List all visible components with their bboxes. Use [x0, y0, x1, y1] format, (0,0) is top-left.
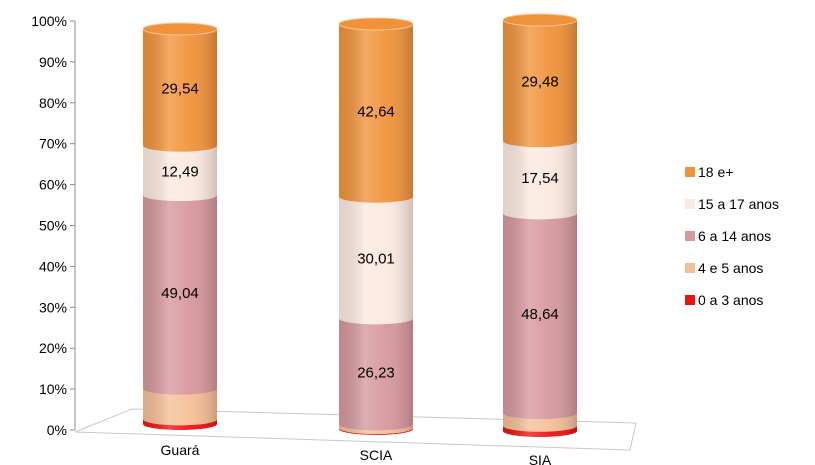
data-label-sia-6-a-14-anos: 48,64 — [521, 306, 559, 323]
data-label-guara-18-e-plus: 29,54 — [161, 80, 199, 97]
legend-label: 6 a 14 anos — [698, 228, 771, 244]
data-label-scia-18-e-plus: 42,64 — [357, 103, 395, 120]
y-tick-label: 20% — [39, 340, 67, 356]
bar-segment-shading — [503, 141, 577, 220]
legend-swatch — [685, 167, 695, 177]
bar-cap-scia — [338, 17, 414, 31]
y-tick-label: 50% — [39, 218, 67, 234]
bar-cap-sia — [502, 13, 578, 27]
bar-segment-shading — [143, 388, 217, 426]
data-label-sia-15-a-17-anos: 17,54 — [521, 170, 559, 187]
legend-label: 0 a 3 anos — [698, 292, 763, 308]
legend-item-18-e-plus: 18 e+ — [685, 164, 733, 180]
bar-segment-shading — [143, 29, 217, 152]
y-tick-label: 70% — [39, 136, 67, 152]
legend: 18 e+ 15 a 17 anos 6 a 14 anos 4 e 5 anos 0 … — [685, 164, 779, 308]
y-tick-label: 60% — [39, 177, 67, 193]
data-label-scia-6-a-14-anos: 26,23 — [357, 364, 395, 381]
legend-item-15-a-17-anos: 15 a 17 anos — [685, 196, 779, 212]
legend-item-6-a-14-anos: 6 a 14 anos — [685, 228, 771, 244]
legend-label: 18 e+ — [698, 164, 733, 180]
legend-item-4-e-5-anos: 4 e 5 anos — [685, 260, 763, 276]
data-label-scia-15-a-17-anos: 30,01 — [357, 250, 395, 267]
data-label-guara-15-a-17-anos: 12,49 — [161, 163, 199, 180]
bar-segment-shading — [503, 213, 577, 420]
bar-segment-shading — [339, 318, 413, 431]
bar-stacks: 49,04 12,49 29,54 26,23 30,01 42,64 48,64 17,54… — [142, 13, 578, 437]
bar-segment-shading — [339, 24, 413, 203]
y-tick-label: 80% — [39, 95, 67, 111]
legend-label: 4 e 5 anos — [698, 260, 763, 276]
bar-stack-sia: 48,64 17,54 29,48 — [502, 13, 578, 437]
legend-label: 15 a 17 anos — [698, 196, 779, 212]
legend-swatch — [685, 263, 695, 273]
y-tick-label: 0% — [47, 422, 67, 438]
legend-swatch — [685, 231, 695, 241]
y-axis: 0% 10% 20% 30% 40% 50% 60% 70% 80% 90% 100% — [31, 13, 76, 438]
bar-segment-shading — [339, 427, 413, 435]
bar-cap-guara — [142, 22, 218, 36]
y-tick-label: 90% — [39, 54, 67, 70]
y-tick-label: 40% — [39, 258, 67, 274]
y-tick-label: 30% — [39, 299, 67, 315]
bar-segment-shading — [339, 196, 413, 325]
legend-swatch — [685, 295, 695, 305]
bar-stack-guara: 49,04 12,49 29,54 — [142, 22, 218, 430]
bar-segment-shading — [143, 145, 217, 202]
data-label-guara-6-a-14-anos: 49,04 — [161, 285, 199, 302]
y-tick-label: 100% — [31, 13, 67, 29]
data-label-sia-18-e-plus: 29,48 — [521, 74, 559, 91]
bar-segment-shading — [503, 20, 577, 148]
legend-item-0-a-3-anos: 0 a 3 anos — [685, 292, 763, 308]
bar-segment-shading — [339, 424, 413, 434]
x-category-label: Guará — [161, 442, 200, 458]
y-tick-label: 10% — [39, 381, 67, 397]
bar-segment-shading — [503, 425, 577, 437]
bar-segment-shading — [143, 195, 217, 395]
x-category-label: SCIA — [360, 447, 393, 463]
bar-stack-scia: 26,23 30,01 42,64 — [338, 17, 414, 435]
bar-segment-shading — [143, 419, 217, 430]
x-axis-labels: Guará SCIA SIA — [161, 442, 552, 465]
bar-segment-shading — [503, 413, 577, 432]
x-category-label: SIA — [529, 452, 552, 465]
legend-swatch — [685, 199, 695, 209]
